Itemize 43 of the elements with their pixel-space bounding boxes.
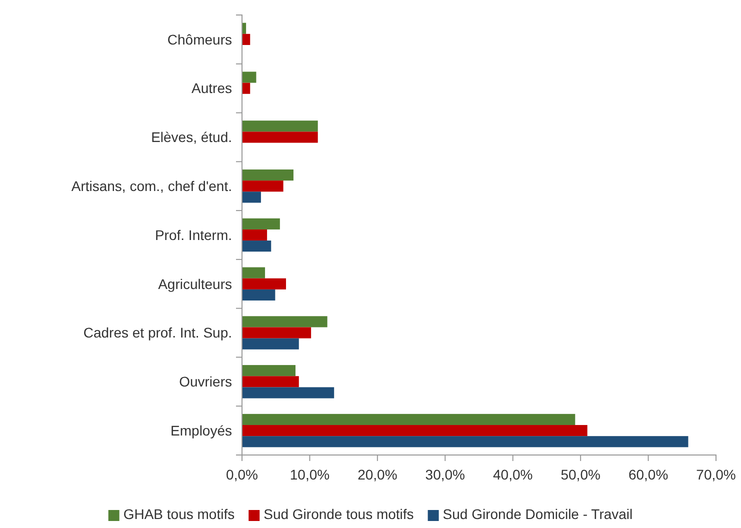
bar — [242, 289, 276, 301]
x-tick-label: 0,0% — [226, 466, 258, 482]
y-tick-label: Artisans, com., chef d'ent. — [71, 178, 232, 194]
bar — [242, 218, 280, 230]
bar — [242, 425, 588, 436]
x-tick-label: 20,0% — [358, 466, 398, 482]
bar — [242, 192, 261, 203]
y-tick-label: Elèves, étud. — [151, 129, 232, 146]
bar — [242, 72, 256, 83]
bar — [242, 240, 272, 252]
x-tick-label: 50,0% — [560, 466, 600, 482]
bar — [242, 414, 576, 426]
bar — [242, 365, 296, 376]
x-tick-label: 40,0% — [493, 466, 533, 482]
y-tick-label: Employés — [170, 422, 232, 438]
bar — [242, 278, 286, 290]
bar — [242, 267, 266, 278]
x-tick-label: 30,0% — [425, 466, 465, 482]
legend-label: GHAB tous motifs — [123, 506, 235, 522]
bar — [242, 316, 328, 328]
y-tick-label: Prof. Interm. — [154, 226, 232, 243]
legend-label: Sud Gironde Domicile - Travail — [442, 506, 633, 522]
bar — [242, 436, 688, 448]
y-tick-label: Ouvriers — [179, 374, 232, 390]
bar — [242, 376, 299, 388]
bar — [242, 34, 250, 45]
bar — [242, 82, 250, 94]
y-tick-label: Autres — [192, 80, 232, 96]
bar — [242, 120, 318, 132]
x-tick-label: 70,0% — [696, 466, 736, 482]
x-tick-label: 60,0% — [628, 466, 668, 482]
bar — [242, 327, 312, 338]
legend-label: Sud Gironde tous motifs — [264, 506, 414, 522]
y-tick-label: Cadres et prof. Int. Sup. — [83, 324, 232, 341]
y-tick-label: Agriculteurs — [158, 276, 232, 292]
bar — [242, 338, 299, 350]
bar — [242, 169, 294, 181]
bar — [242, 387, 334, 398]
bar — [242, 132, 318, 143]
bar — [242, 180, 284, 192]
x-tick-label: 10,0% — [290, 466, 330, 482]
bar — [242, 229, 268, 241]
y-tick-label: Chômeurs — [167, 31, 232, 48]
